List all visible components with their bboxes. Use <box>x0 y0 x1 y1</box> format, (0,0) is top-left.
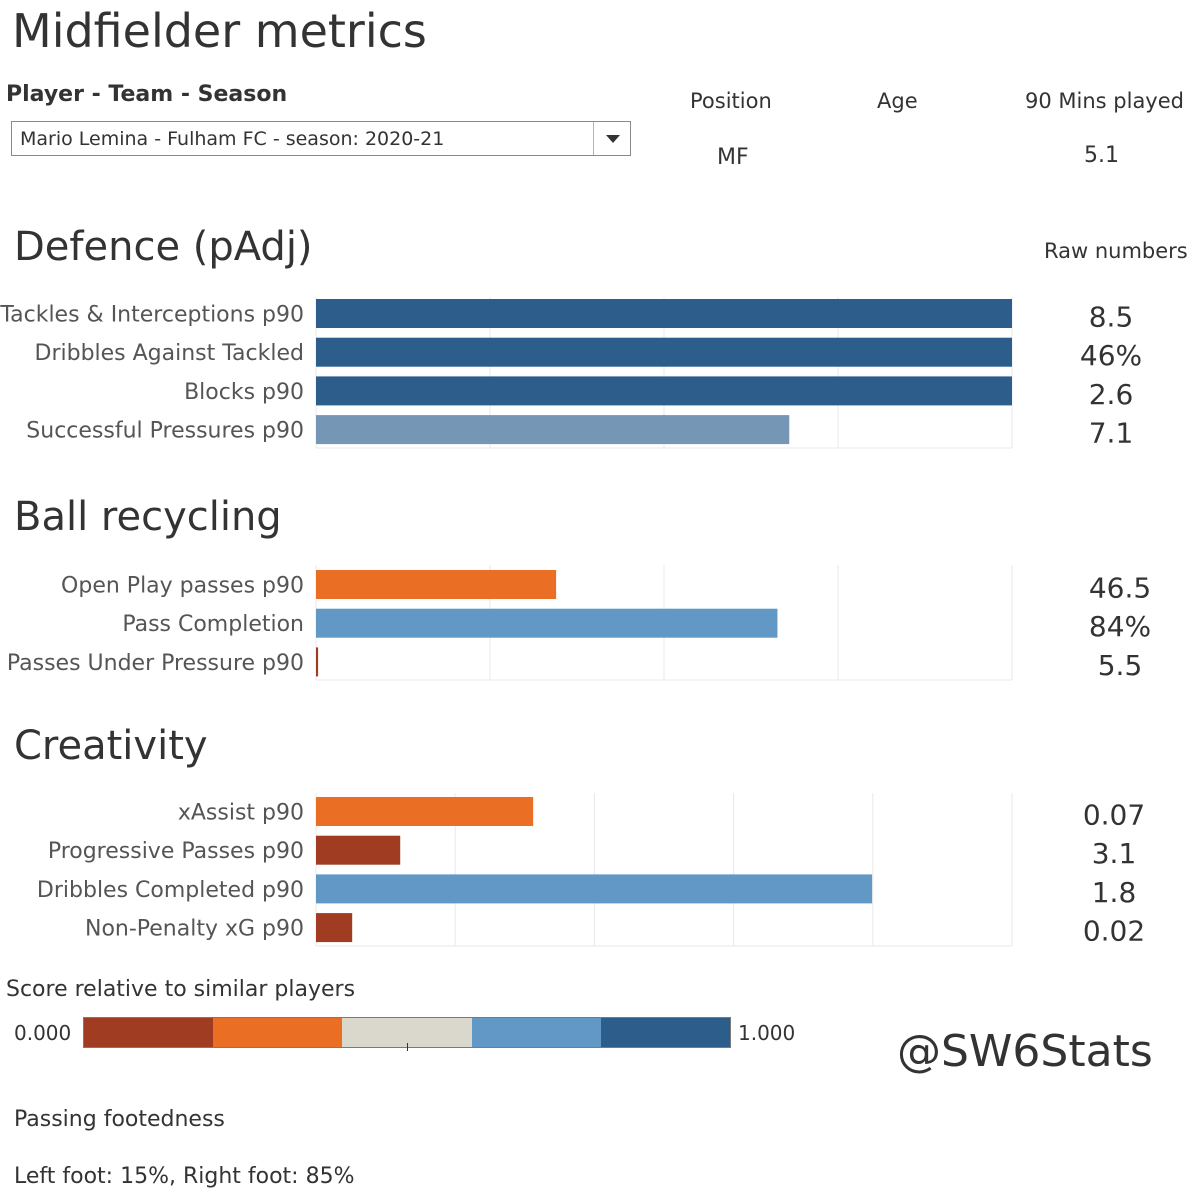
player-filter-label: Player - Team - Season <box>6 82 288 107</box>
category-label: Progressive Passes p90 <box>48 839 304 864</box>
category-label: Dribbles Completed p90 <box>37 878 304 903</box>
bar <box>316 835 401 865</box>
section-title-creativity: Creativity <box>14 723 208 769</box>
mins-played-value: 5.1 <box>1084 143 1119 168</box>
chevron-down-icon[interactable] <box>606 135 620 143</box>
raw-value: 46.5 <box>1089 572 1151 605</box>
legend-swatch-1 <box>84 1018 214 1047</box>
bar <box>316 913 353 943</box>
raw-value: 7.1 <box>1089 417 1134 450</box>
legend-min-label: 0.000 <box>14 1021 72 1045</box>
footedness-title: Passing footedness <box>14 1107 225 1132</box>
color-scale-legend <box>83 1017 731 1048</box>
legend-swatch-2 <box>213 1018 343 1047</box>
category-label: Pass Completion <box>122 612 304 637</box>
raw-value: 5.5 <box>1098 649 1143 682</box>
raw-value: 3.1 <box>1092 837 1137 870</box>
bar <box>316 299 1012 328</box>
bar <box>316 376 1012 406</box>
category-label: Blocks p90 <box>184 380 304 405</box>
category-label: Non-Penalty xG p90 <box>85 917 304 942</box>
bar <box>316 874 873 904</box>
raw-value: 0.02 <box>1083 915 1145 948</box>
raw-value: 1.8 <box>1092 876 1137 909</box>
raw-value: 8.5 <box>1089 301 1134 334</box>
raw-value: 2.6 <box>1089 378 1134 411</box>
player-select-dropdown[interactable]: Mario Lemina - Fulham FC - season: 2020-… <box>11 121 631 156</box>
bar <box>316 570 557 599</box>
footedness-value: Left foot: 15%, Right foot: 85% <box>14 1164 355 1189</box>
page-title: Midfielder metrics <box>12 4 427 58</box>
legend-swatch-3 <box>342 1018 472 1047</box>
section-title-defence: Defence (pAdj) <box>14 224 313 270</box>
legend-title: Score relative to similar players <box>6 977 356 1002</box>
legend-max-label: 1.000 <box>738 1021 796 1045</box>
category-label: xAssist p90 <box>178 801 304 826</box>
position-label: Position <box>690 89 772 113</box>
bar <box>316 608 778 638</box>
legend-swatch-5 <box>600 1018 731 1047</box>
mins-played-label: 90 Mins played <box>1025 89 1184 113</box>
bar <box>316 337 1012 367</box>
age-label: Age <box>877 89 918 113</box>
raw-value: 84% <box>1089 610 1151 643</box>
raw-numbers-label: Raw numbers <box>1044 239 1188 263</box>
raw-value: 0.07 <box>1083 799 1145 832</box>
legend-swatch-4 <box>471 1018 601 1047</box>
category-label: Tackles & Interceptions p90 <box>0 303 304 328</box>
dropdown-separator <box>593 122 594 155</box>
watermark: @SW6Stats <box>897 1026 1153 1077</box>
legend-marker <box>407 1043 408 1051</box>
category-label: Successful Pressures p90 <box>26 419 304 444</box>
category-label: Dribbles Against Tackled <box>35 341 305 366</box>
bar <box>316 797 534 826</box>
bar <box>316 415 790 445</box>
category-label: Passes Under Pressure p90 <box>7 651 304 676</box>
section-title-ball-recycling: Ball recycling <box>14 494 282 540</box>
bar <box>316 647 319 677</box>
raw-value: 46% <box>1080 339 1142 372</box>
player-select-value: Mario Lemina - Fulham FC - season: 2020-… <box>20 128 445 150</box>
category-label: Open Play passes p90 <box>61 574 304 599</box>
position-value: MF <box>717 145 749 170</box>
